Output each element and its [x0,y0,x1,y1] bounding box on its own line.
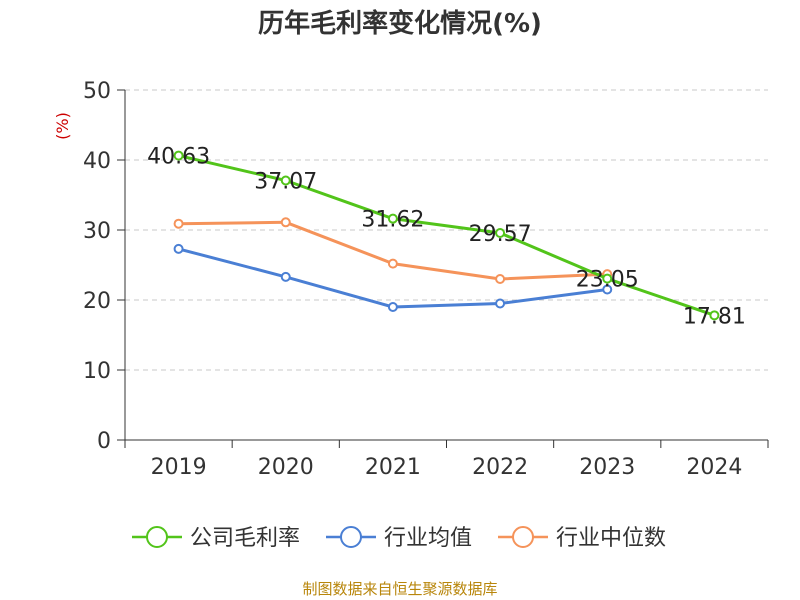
gridlines [125,89,768,371]
legend-swatch-marker [512,526,534,548]
series-line [178,154,715,317]
x-tick-label: 2022 [472,455,528,480]
data-point [602,284,613,295]
y-tick-label: 40 [83,149,111,174]
data-point [173,218,184,229]
y-tick-label: 20 [83,289,111,314]
x-tick-label: 2023 [579,455,635,480]
data-point [387,213,398,224]
source-note: 制图数据来自恒生聚源数据库 [302,580,497,598]
data-point [173,150,184,161]
data-point [709,310,720,321]
series-layer [173,150,720,321]
legend-label: 行业均值 [384,526,472,551]
data-point [387,258,398,269]
data-point [495,274,506,284]
data-point [602,273,613,284]
data-label: 40.63 [147,145,210,170]
x-tick-label: 2020 [258,455,314,480]
data-label: 37.07 [254,170,317,195]
data-point [387,302,398,312]
legend-item: 行业中位数 [498,526,666,551]
y-tick-label: 30 [83,219,111,244]
legend-label: 行业中位数 [556,526,666,551]
data-label: 23.05 [576,268,639,293]
legend-item: 行业均值 [326,526,472,551]
legend-swatch-marker [340,526,362,548]
legend-swatch-marker [146,526,168,548]
data-point [495,228,506,239]
data-point [280,175,291,186]
data-point [280,271,291,282]
data-labels: 40.63 37.07 31.62 29.57 23.05 17.81 [147,145,746,330]
legend-label: 公司毛利率 [190,526,300,551]
data-point [280,217,291,228]
y-tick-label: 0 [97,429,111,454]
y-axis-unit: (%) [53,112,72,140]
chart-title: 历年毛利率变化情况(%) [258,8,542,39]
x-tick-label: 2019 [151,455,207,480]
legend: 公司毛利率 行业均值 行业中位数 [132,526,666,551]
x-tick-label: 2021 [365,455,421,480]
legend-item: 公司毛利率 [132,526,300,551]
y-tick-label: 50 [83,79,111,104]
data-label: 29.57 [469,222,532,247]
x-tick-label: 2024 [686,455,742,480]
data-point [173,243,184,254]
y-tick-label: 10 [83,359,111,384]
data-label: 31.62 [361,208,424,233]
axes: 0 10 20 30 40 50 2019 2020 2021 2022 2023 2024 [83,79,769,480]
data-point [495,298,506,309]
data-label: 17.81 [683,304,746,329]
